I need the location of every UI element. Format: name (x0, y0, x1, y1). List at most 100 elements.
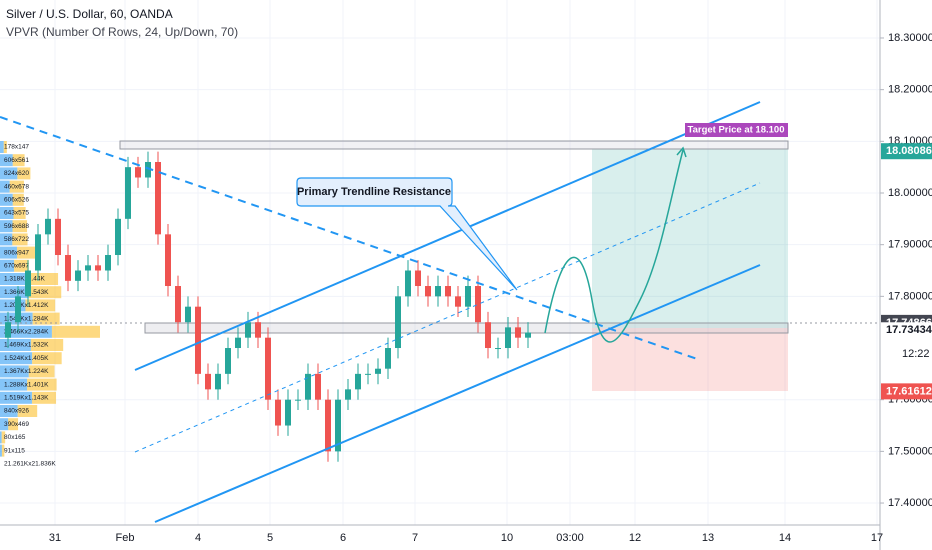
vp-down (17, 167, 31, 180)
vp-up (0, 405, 18, 417)
vp-up (0, 365, 29, 378)
vp-label: 390x469 (4, 421, 29, 428)
candle-body (385, 348, 391, 369)
trendline (0, 116, 701, 361)
y-tick-label: 18.00000 (888, 187, 932, 199)
vp-down (28, 365, 55, 378)
vp-up (0, 233, 13, 246)
candle-body (455, 296, 461, 307)
vp-up (0, 220, 13, 233)
candle-body (405, 270, 411, 297)
candle-body (295, 399, 301, 401)
candle-body (435, 286, 441, 297)
projection-path (544, 149, 684, 343)
vp-up (0, 259, 15, 272)
vp-down (14, 259, 29, 272)
vp-down (51, 325, 100, 338)
y-tick-label: 17.90000 (888, 239, 932, 251)
vp-label: 606x561 (4, 157, 29, 164)
x-tick-label: 13 (702, 532, 714, 544)
price-label: 17.73434 (886, 324, 932, 336)
vp-label: 2.466Kx2.284K (4, 329, 49, 336)
candle-body (425, 286, 431, 297)
vp-down (13, 207, 26, 219)
candle-body (365, 373, 371, 375)
vp-down (12, 193, 24, 206)
candle-body (215, 373, 221, 390)
candle-body (245, 322, 251, 338)
y-tick-label: 18.20000 (888, 84, 932, 96)
vp-label: 1.469Kx1.532K (4, 342, 49, 349)
vp-label: 91x115 (4, 447, 25, 454)
candle-body (415, 270, 421, 287)
channel-lower (154, 264, 761, 523)
vp-down (1, 444, 5, 457)
x-tick-label: 17 (871, 532, 883, 544)
candle-body (465, 286, 471, 307)
vp-down (25, 299, 56, 312)
candle-body (265, 337, 271, 400)
vp-label: 806x947 (4, 249, 29, 256)
candle-body (255, 322, 261, 338)
candle-body (135, 167, 141, 178)
candle-body (395, 296, 401, 349)
candle-body (125, 167, 131, 219)
vp-down (27, 378, 57, 391)
vp-label: 460x678 (4, 183, 29, 190)
vp-label: 586x722 (4, 236, 29, 243)
candle-body (445, 286, 451, 297)
candle-body (375, 368, 381, 374)
candle-body (315, 373, 321, 400)
vp-down (9, 180, 24, 193)
vp-label: 596x688 (4, 223, 29, 230)
vp-label: 1.288Kx1.401K (4, 381, 49, 388)
vp-up (0, 391, 32, 404)
vp-label: 643x575 (4, 210, 29, 217)
vp-up (0, 378, 28, 391)
vp-total: 21.261Kx21.836K (4, 461, 56, 468)
x-tick-label: 14 (779, 532, 791, 544)
vp-down (12, 233, 28, 246)
vp-down (27, 273, 59, 285)
candle-body (495, 348, 501, 350)
candle-body (335, 399, 341, 452)
vp-label: 1.318Kx1.44K (4, 276, 46, 283)
vp-down (31, 391, 57, 404)
vp-up (0, 193, 13, 206)
projection-arrow (676, 146, 687, 158)
vp-down (8, 418, 19, 431)
x-tick-label: 7 (412, 532, 418, 544)
candle-body (65, 255, 71, 281)
profit-zone (592, 149, 788, 328)
candle-body (145, 161, 151, 178)
price-label-box (881, 383, 932, 400)
candle-body (15, 296, 21, 323)
candle-body (175, 286, 181, 323)
vp-up (0, 207, 14, 219)
candle-body (485, 322, 491, 349)
vp-down (32, 312, 60, 325)
vp-label: 1.209Kx1.412K (4, 302, 49, 309)
x-tick-label: 03:00 (556, 532, 584, 544)
candle-body (75, 270, 81, 281)
candle-body (105, 255, 111, 271)
candle-body (155, 161, 161, 235)
x-tick-label: 12 (629, 532, 641, 544)
candle-body (25, 270, 31, 297)
candle-body (55, 218, 61, 256)
vp-down (32, 352, 62, 365)
vp-label: 1.549Kx1.284K (4, 315, 49, 322)
vp-label: 1.519Kx1.143K (4, 395, 49, 402)
y-tick-label: 17.50000 (888, 445, 932, 457)
candle-body (35, 234, 41, 271)
vp-up (0, 286, 29, 299)
vp-up (0, 431, 2, 444)
vp-up (0, 246, 17, 259)
vp-label: 606x526 (4, 197, 29, 204)
vp-down (17, 405, 38, 417)
candle-body (95, 265, 101, 271)
chart-title: Silver / U.S. Dollar, 60, OANDA (6, 7, 173, 21)
vp-down (12, 220, 28, 233)
